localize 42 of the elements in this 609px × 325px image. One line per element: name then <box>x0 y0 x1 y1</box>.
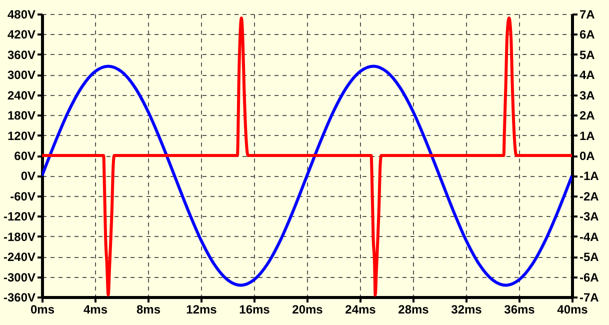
y2-tick-label: 5A <box>580 48 596 62</box>
y-tick-label: 60V <box>14 149 36 163</box>
y2-tick-label: 6A <box>580 28 596 42</box>
y-tick-label: 180V <box>7 108 36 123</box>
y2-tick-label: -7A <box>580 290 600 304</box>
x-tick-label: 28ms <box>398 302 430 316</box>
y2-tick-label: -4A <box>580 230 600 244</box>
x-tick-label: 12ms <box>186 302 218 316</box>
y-tick-label: 120V <box>7 128 36 143</box>
y2-tick-label: -1A <box>580 169 600 184</box>
y2-tick-label: -2A <box>580 189 600 204</box>
y-tick-label: 240V <box>7 88 36 102</box>
y-tick-label: 300V <box>7 68 36 82</box>
x-tick-label: 20ms <box>292 302 324 316</box>
y-tick-label: 360V <box>7 48 36 62</box>
x-tick-label: 32ms <box>451 302 482 316</box>
y-tick-label: -60V <box>10 189 36 204</box>
y-tick-label: 0V <box>20 169 36 184</box>
y2-tick-label: -5A <box>580 250 600 264</box>
y-tick-label: -300V <box>3 270 36 284</box>
y2-tick-label: -6A <box>580 270 600 284</box>
y2-tick-label: 3A <box>580 88 596 102</box>
y2-tick-label: 4A <box>580 68 596 82</box>
x-tick-label: 24ms <box>345 302 376 316</box>
x-tick-label: 4ms <box>83 302 108 316</box>
y-tick-label: -120V <box>3 210 36 224</box>
x-tick-label: 40ms <box>557 302 588 316</box>
y2-tick-label: -3A <box>580 210 600 224</box>
y2-tick-label: 2A <box>580 108 596 123</box>
y2-tick-label: 1A <box>580 128 596 143</box>
y-tick-label: -240V <box>3 250 36 264</box>
y2-tick-label: 7A <box>580 8 596 22</box>
y-tick-label: -180V <box>3 230 36 244</box>
y-tick-label: 420V <box>7 28 36 42</box>
x-tick-label: 16ms <box>239 302 270 316</box>
x-tick-label: 0ms <box>30 302 55 316</box>
y-tick-label: 480V <box>7 8 36 22</box>
y2-tick-label: 0A <box>580 149 596 163</box>
x-tick-label: 8ms <box>136 302 161 316</box>
x-tick-label: 36ms <box>504 302 536 316</box>
line-series <box>42 64 572 287</box>
y-tick-label: -360V <box>3 290 36 304</box>
